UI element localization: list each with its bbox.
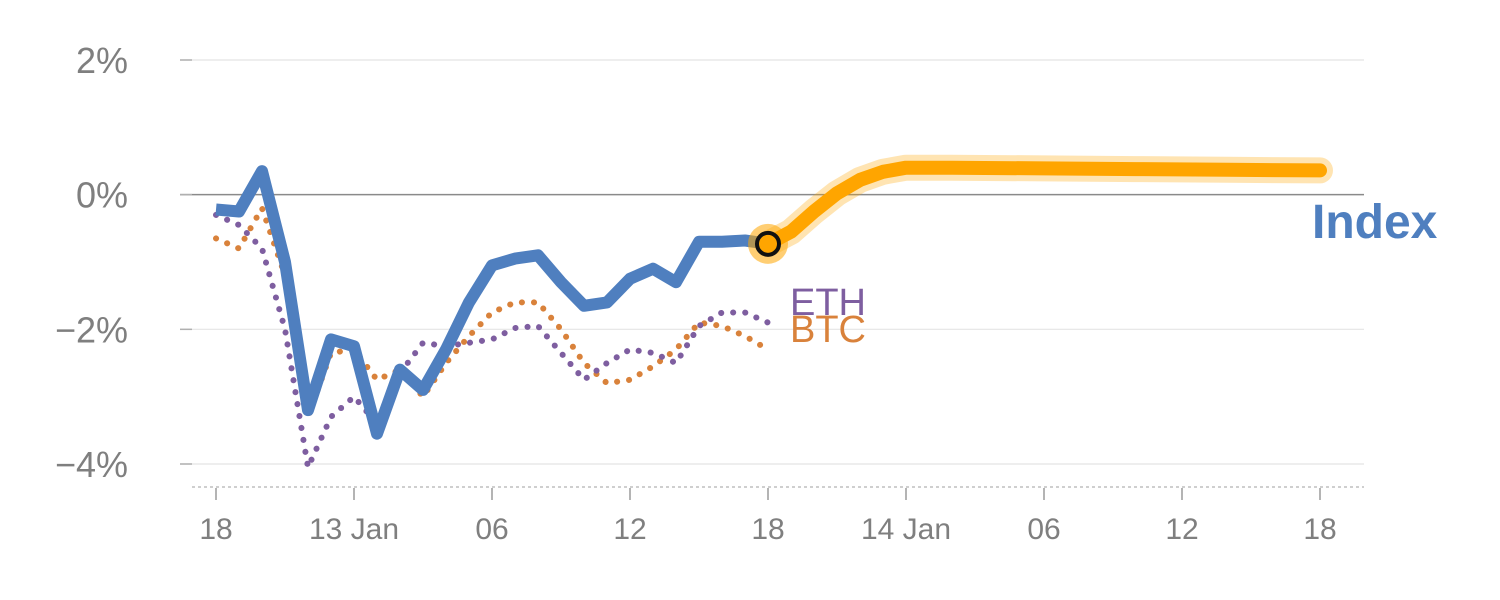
- y-tick-label: 0%: [76, 175, 128, 216]
- series-lines: [213, 154, 1333, 471]
- x-tick-label: 06: [1027, 513, 1060, 546]
- forecast-line: [761, 160, 1327, 251]
- x-tick-label: 12: [1165, 513, 1198, 546]
- series-labels: Index ETH BTC: [790, 196, 1438, 351]
- x-tick-label: 12: [613, 513, 646, 546]
- y-tick-label: −4%: [55, 444, 128, 485]
- series-label-btc: BTC: [790, 309, 866, 351]
- series-line-eth: [213, 211, 771, 471]
- series-label-index: Index: [1312, 196, 1438, 249]
- x-tick-label: 18: [199, 513, 232, 546]
- x-tick-label: 18: [751, 513, 784, 546]
- x-tick-label: 14 Jan: [861, 513, 951, 546]
- marker-point: [755, 230, 781, 257]
- series-label-eth: ETH: [790, 282, 866, 324]
- x-tick-label: 06: [475, 513, 508, 546]
- y-tick-label: −2%: [55, 309, 128, 350]
- last-value-marker: [748, 223, 788, 264]
- x-tick-label: 18: [1303, 513, 1336, 546]
- x-tick-label: 13 Jan: [309, 513, 399, 546]
- grid-lines: [180, 59, 1364, 465]
- y-tick-label: 2%: [76, 40, 128, 81]
- series-line-index: [215, 165, 769, 440]
- x-axis: 18 13 Jan 06 12 18 14 Jan 06 12 18: [192, 486, 1364, 546]
- y-axis: 2% 0% −2% −4%: [55, 40, 192, 485]
